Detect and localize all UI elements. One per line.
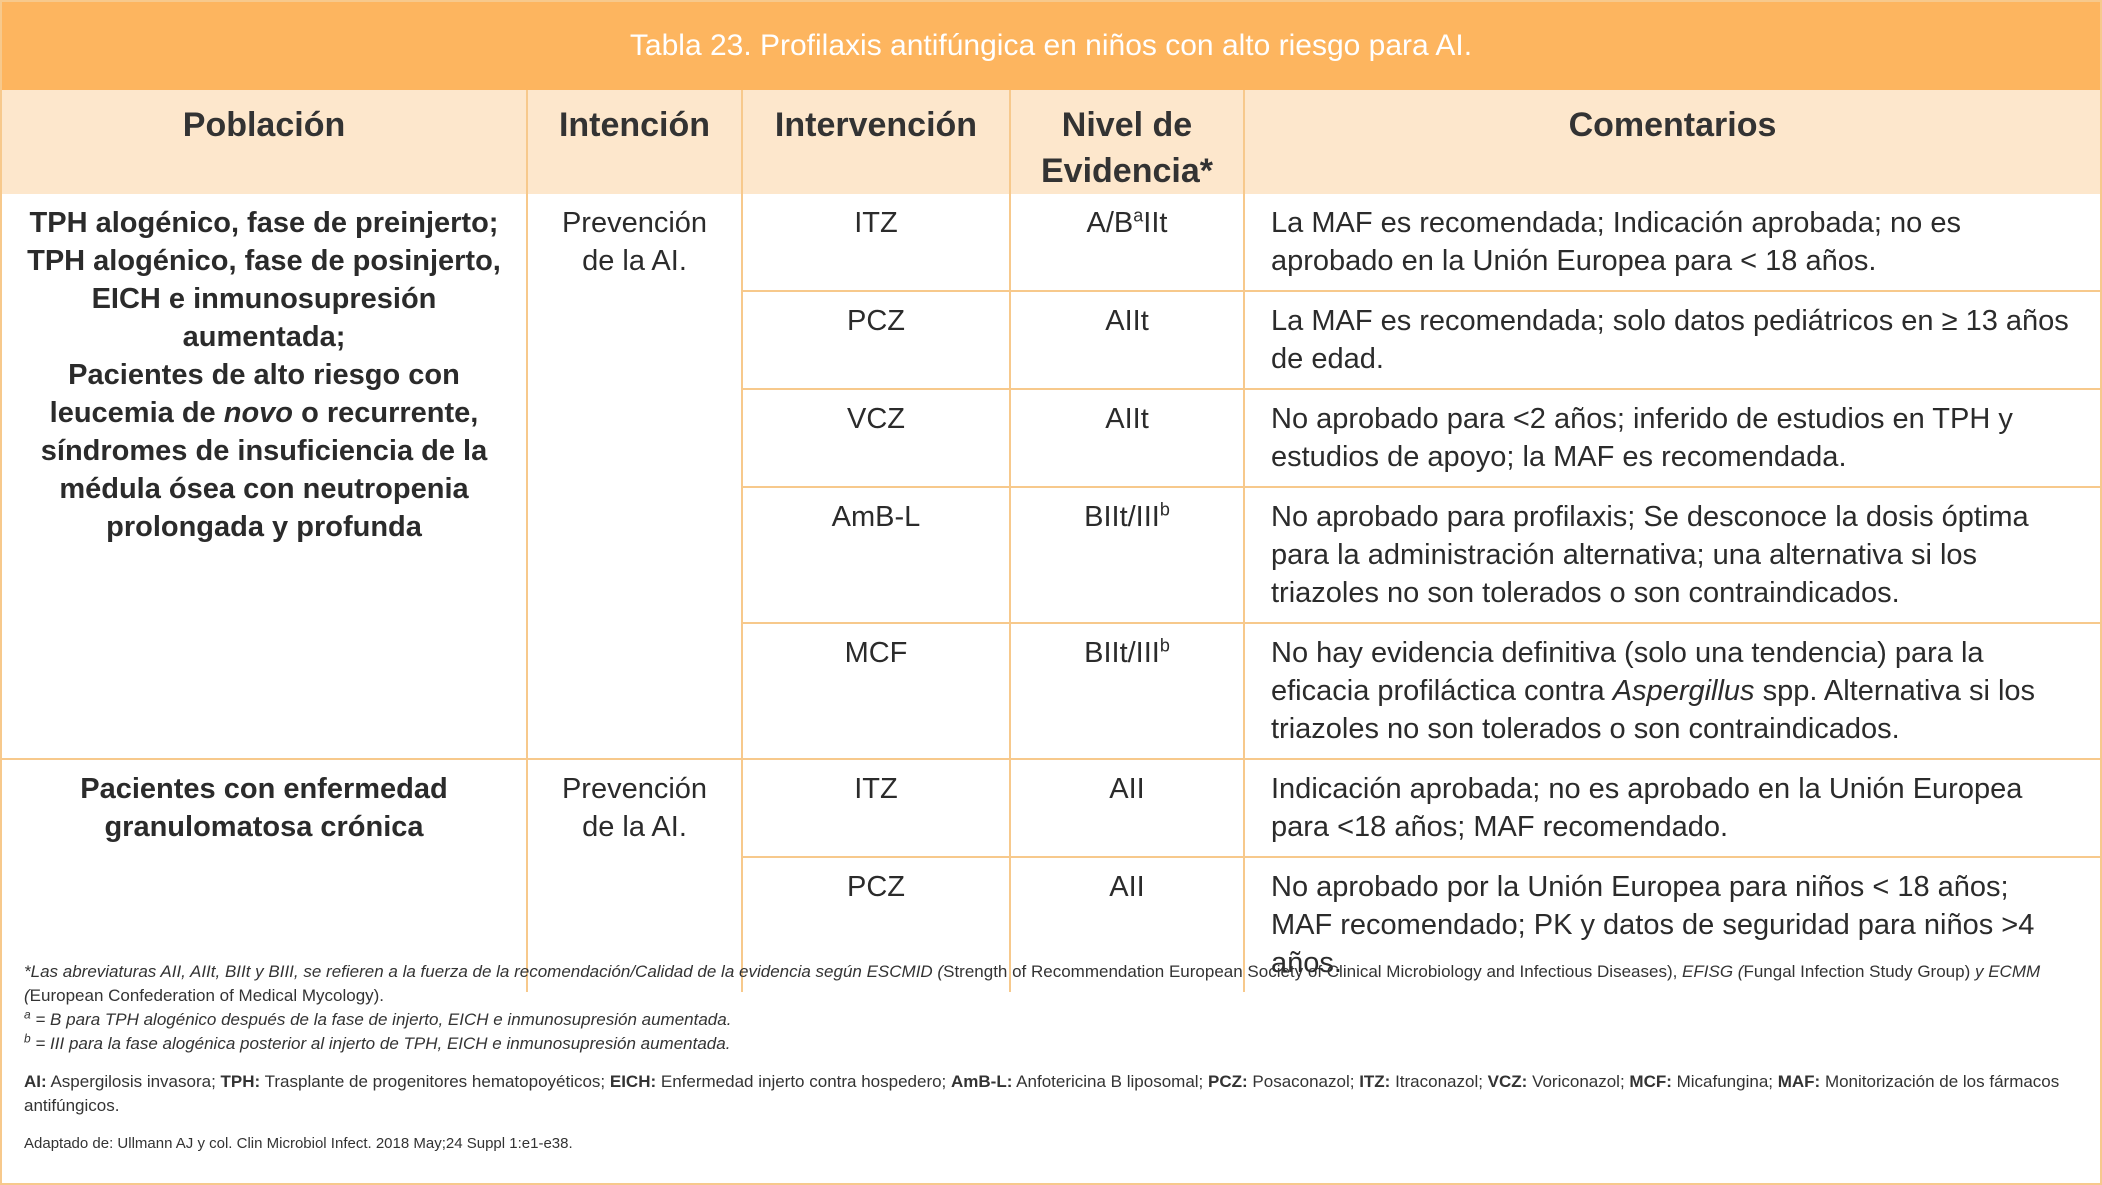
intervencion-cell: ITZ [741, 194, 1010, 291]
comentario-cell: Indicación aprobada; no es aprobado en l… [1243, 758, 2100, 857]
header-intencion: Intención [526, 90, 742, 194]
footnote-star: *Las abreviaturas AII, AIIt, BIIt y BIII… [24, 962, 2041, 1005]
table-row: AmB-L BIIt/IIIb No aprobado para profila… [2, 486, 2100, 623]
nivel-cell: AIIt [1009, 290, 1244, 389]
intervencion-cell: PCZ [741, 856, 1010, 992]
intervencion-cell: AmB-L [741, 486, 1010, 623]
nivel-cell: AII [1009, 758, 1244, 857]
header-poblacion: Población [2, 90, 527, 194]
table-title: Tabla 23. Profilaxis antifúngica en niño… [2, 2, 2100, 90]
header-comentarios: Comentarios [1243, 90, 2100, 194]
table-row: MCF BIIt/IIIb No hay evidencia definitiv… [2, 622, 2100, 759]
header-nivel-line2: Evidencia* [1041, 152, 1213, 190]
table-row: TPH alogénico, fase de preinjerto; TPH a… [2, 194, 2100, 759]
nivel-cell: BIIt/IIIb [1009, 486, 1244, 623]
prophylaxis-table: Población Intención Intervención Nivel d… [2, 90, 2100, 992]
poblacion-text-1b: Pacientes de alto riesgo con leucemia de… [40, 359, 488, 543]
comentario-cell: No aprobado para <2 años; inferido de es… [1243, 388, 2100, 487]
intervencion-cell: VCZ [741, 388, 1010, 487]
footnote-a: a = B para TPH alogénico después de la f… [24, 1007, 732, 1029]
nivel-cell: A/BaIIt [1009, 194, 1244, 291]
poblacion-text-1a: TPH alogénico, fase de preinjerto; TPH a… [27, 207, 501, 353]
poblacion-cell-1: TPH alogénico, fase de preinjerto; TPH a… [2, 194, 527, 759]
intervencion-cell: MCF [741, 622, 1010, 759]
intencion-cell-1: Prevención de la AI. [526, 194, 742, 759]
nivel-cell: AIIt [1009, 388, 1244, 487]
table-row: VCZ AIIt No aprobado para <2 años; infer… [2, 388, 2100, 487]
comentario-cell: La MAF es recomendada; Indicación aproba… [1243, 194, 2100, 291]
header-intervencion: Intervención [741, 90, 1010, 194]
nivel-cell: BIIt/IIIb [1009, 622, 1244, 759]
header-row: Población Intención Intervención Nivel d… [2, 90, 2100, 194]
source-citation: Adaptado de: Ullmann AJ y col. Clin Micr… [24, 1135, 573, 1152]
intervencion-cell: PCZ [741, 290, 1010, 389]
footnote-b: b = III para la fase alogénica posterior… [24, 1031, 731, 1053]
nivel-cell: AII [1009, 856, 1244, 992]
comentario-cell: No aprobado por la Unión Europea para ni… [1243, 856, 2100, 992]
table-row: PCZ AIIt La MAF es recomendada; solo dat… [2, 290, 2100, 389]
intervencion-cell: ITZ [741, 758, 1010, 857]
poblacion-cell-2: Pacientes con enfermedad granulomatosa c… [2, 758, 527, 992]
footnotes: *Las abreviaturas AII, AIIt, BIIt y BIII… [24, 960, 2084, 1156]
header-nivel: Nivel de Evidencia* [1009, 90, 1244, 194]
intencion-cell-2: Prevención de la AI. [526, 758, 742, 992]
abbreviations: AI: Aspergilosis invasora; TPH: Trasplan… [24, 1072, 2060, 1115]
table-row: PCZ AII No aprobado por la Unión Europea… [2, 856, 2100, 992]
comentario-cell: No hay evidencia definitiva (solo una te… [1243, 622, 2100, 759]
comentario-cell: La MAF es recomendada; solo datos pediát… [1243, 290, 2100, 389]
header-nivel-line1: Nivel de [1061, 106, 1193, 144]
comentario-cell: No aprobado para profilaxis; Se desconoc… [1243, 486, 2100, 623]
table-row: Pacientes con enfermedad granulomatosa c… [2, 758, 2100, 992]
